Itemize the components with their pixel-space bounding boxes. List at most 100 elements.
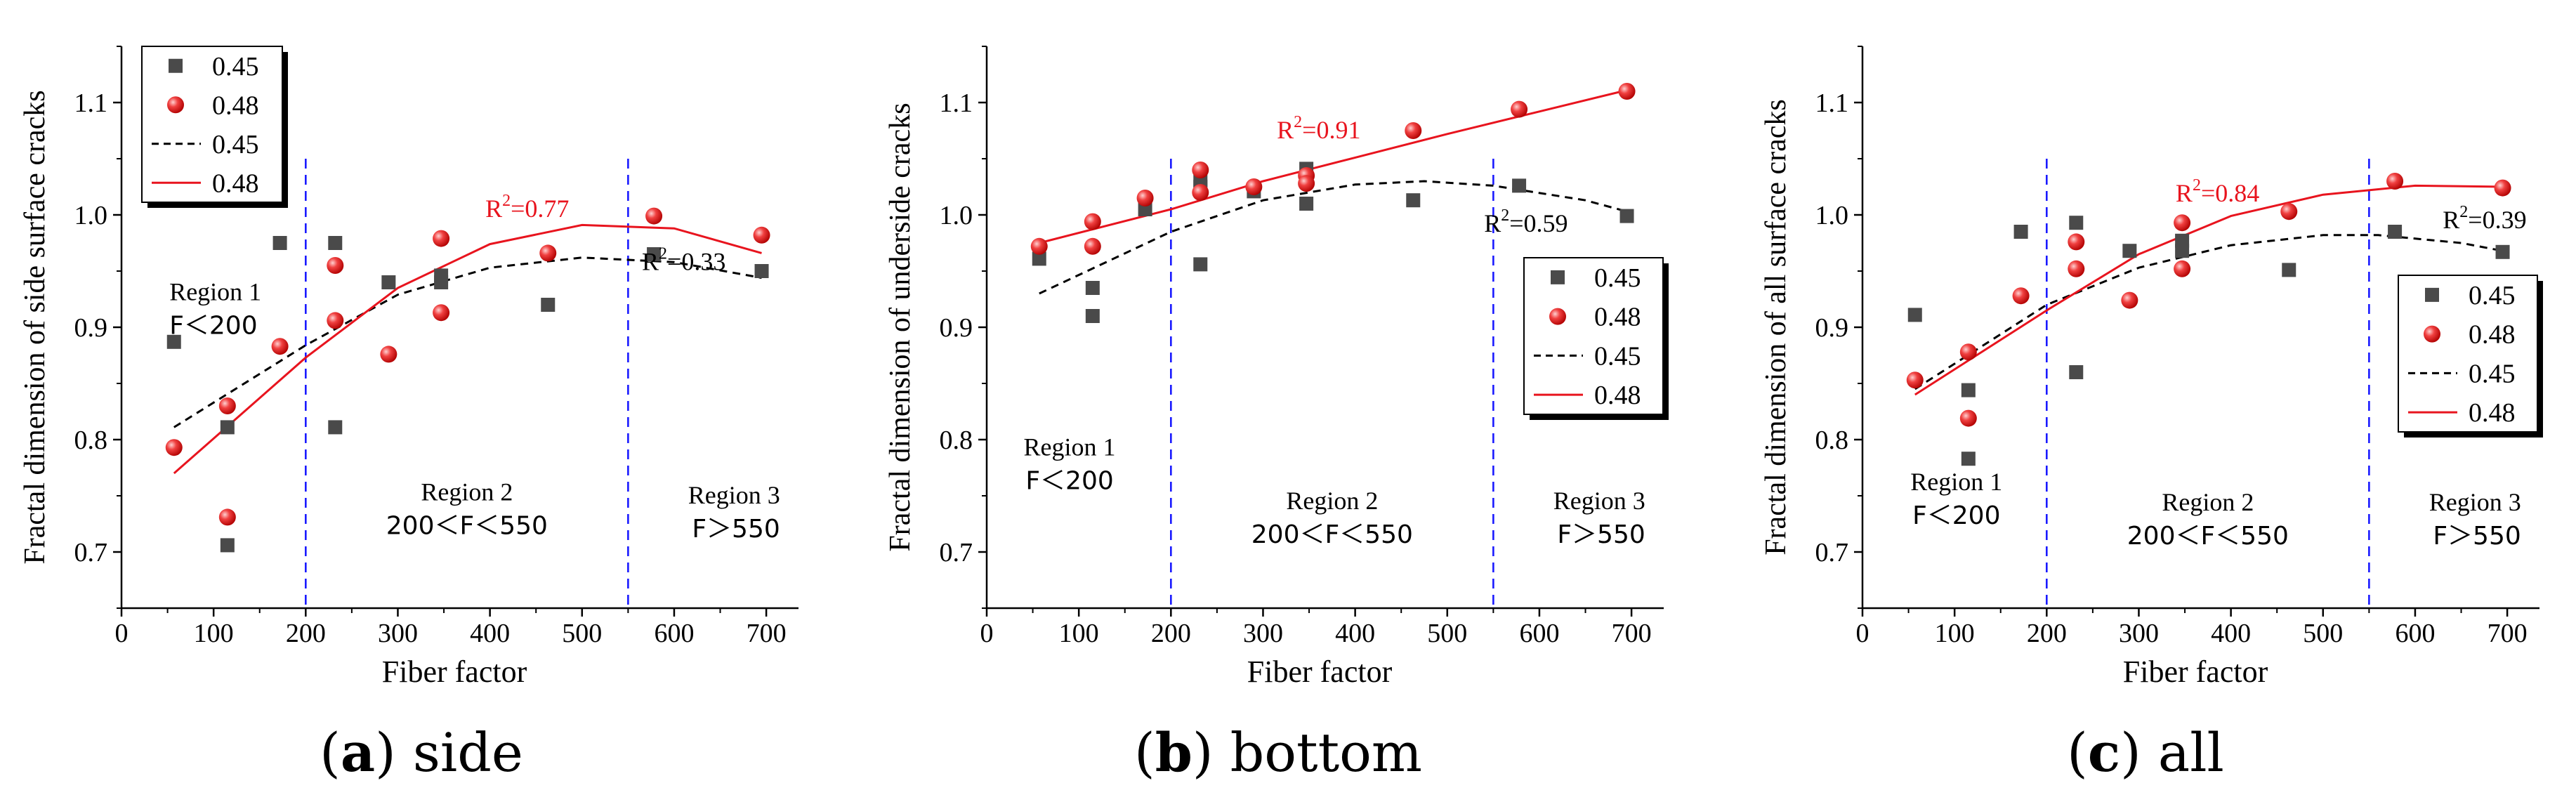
- y-tick-label: 1.0: [74, 201, 108, 230]
- region-condition: 200＜F＜550: [1251, 520, 1413, 549]
- scatter-point-048: [1298, 175, 1315, 192]
- scatter-point-045: [2282, 263, 2296, 277]
- scatter-point-045: [2069, 216, 2084, 230]
- scatter-point-045: [220, 420, 235, 435]
- y-tick-label: 1.0: [1815, 201, 1849, 230]
- x-tick-label: 700: [747, 619, 787, 648]
- scatter-point-045: [754, 264, 769, 278]
- legend-label: 0.48: [2469, 320, 2516, 350]
- x-tick-label: 400: [470, 619, 510, 648]
- x-tick-label: 500: [562, 619, 602, 648]
- region-condition: F＜200: [1025, 466, 1113, 495]
- fit-curve-048: [1039, 88, 1627, 244]
- scatter-point-045: [1961, 383, 1976, 397]
- x-tick-label: 500: [1427, 619, 1467, 648]
- x-tick-label: 100: [1935, 619, 1975, 648]
- scatter-point-048: [271, 338, 289, 355]
- x-tick-label: 200: [1151, 619, 1191, 648]
- x-tick-label: 100: [1059, 619, 1099, 648]
- scatter-point-048: [380, 346, 397, 363]
- region-title: Region 2: [2162, 488, 2254, 516]
- y-axis-label: Fractal dimension of underside cracks: [884, 103, 916, 551]
- x-tick-label: 200: [286, 619, 326, 648]
- scatter-point-048: [539, 244, 557, 262]
- y-tick-label: 0.9: [74, 313, 108, 343]
- x-tick-label: 300: [378, 619, 418, 648]
- scatter-point-045: [1907, 308, 1922, 322]
- legend: 0.45 0.48 0.45 0.48: [2398, 275, 2543, 438]
- scatter-point-045: [1138, 202, 1152, 216]
- region-condition: 200＜F＜550: [386, 511, 548, 540]
- x-tick-label: 400: [2211, 619, 2251, 648]
- scatter-point-048: [2068, 260, 2085, 277]
- panel-caption: (a) side: [320, 721, 523, 784]
- r-squared-label: R2=0.39: [2443, 203, 2526, 234]
- x-tick-label: 100: [194, 619, 234, 648]
- scatter-point-045: [328, 236, 343, 250]
- legend-label: 0.45: [1594, 263, 1641, 293]
- y-axis-label: Fractal dimension of all surface cracks: [1760, 99, 1792, 555]
- x-tick-label: 600: [2395, 619, 2435, 648]
- legend-label: 0.48: [212, 169, 259, 198]
- legend-label: 0.45: [212, 52, 259, 81]
- scatter-point-045: [2495, 244, 2510, 259]
- chart-panel-c: 0 100 200 300 400 500 600 700 0.7 0.8 0.9 1.0 1.1 Fib…: [1760, 46, 2543, 784]
- region-title: Region 3: [1553, 487, 1645, 515]
- region-condition: F＞550: [1557, 520, 1645, 549]
- fit-curve-045: [173, 256, 762, 428]
- scatter-point-048: [1959, 409, 1977, 427]
- legend-label: 0.45: [2469, 359, 2516, 388]
- scatter-point-045: [1085, 309, 1100, 323]
- scatter-point-045: [2175, 244, 2190, 258]
- scatter-point-045: [1032, 251, 1046, 266]
- panel-caption: (b) bottom: [1134, 721, 1422, 784]
- scatter-point-048: [2494, 179, 2511, 197]
- scatter-point-045: [381, 275, 396, 289]
- legend-label: 0.48: [212, 91, 259, 120]
- scatter-point-048: [1511, 100, 1528, 118]
- scatter-point-048: [753, 226, 770, 244]
- y-tick-label: 0.9: [1815, 313, 1849, 343]
- legend-marker-sphere: [2424, 325, 2440, 343]
- scatter-point-045: [328, 420, 343, 435]
- legend-box: [141, 46, 283, 203]
- y-tick-label: 0.7: [1815, 538, 1849, 567]
- scatter-point-045: [272, 236, 287, 250]
- scatter-point-048: [2174, 214, 2191, 232]
- x-axis-label: Fiber factor: [1247, 655, 1393, 689]
- x-axis-label: Fiber factor: [382, 655, 527, 689]
- scatter-point-045: [2013, 225, 2028, 239]
- scatter-point-048: [1959, 343, 1977, 361]
- r-squared-label: R2=0.84: [2176, 176, 2259, 207]
- legend-box: [2398, 275, 2538, 433]
- scatter-point-045: [647, 247, 662, 261]
- x-tick-label: 500: [2303, 619, 2343, 648]
- scatter-point-045: [166, 334, 181, 349]
- scatter-point-045: [220, 538, 235, 553]
- y-axis-label: Fractal dimension of side surface cracks: [19, 90, 51, 564]
- scatter-point-048: [1136, 190, 1154, 206]
- scatter-point-048: [1030, 237, 1048, 255]
- scatter-point-048: [1192, 162, 1209, 178]
- x-tick-label: 0: [115, 619, 129, 648]
- r-squared-label: R2=0.59: [1484, 206, 1568, 237]
- scatter-point-048: [1906, 371, 1924, 389]
- scatter-point-048: [218, 397, 236, 414]
- scatter-point-048: [2068, 233, 2085, 251]
- region-condition: 200＜F＜550: [2127, 522, 2289, 551]
- region-title: Region 2: [1286, 487, 1378, 515]
- scatter-point-048: [2386, 173, 2404, 190]
- y-tick-label: 0.7: [74, 538, 108, 567]
- scatter-point-045: [1619, 209, 1634, 223]
- r-squared-label: R2=0.33: [642, 244, 725, 275]
- x-tick-label: 400: [1335, 619, 1375, 648]
- fit-curve-048: [1914, 184, 2503, 396]
- scatter-point-045: [541, 298, 556, 312]
- scatter-point-045: [1085, 281, 1100, 295]
- legend-label: 0.48: [1594, 303, 1641, 332]
- y-tick-label: 0.9: [940, 313, 973, 343]
- fit-curve-045: [1039, 180, 1627, 295]
- y-tick-label: 1.1: [74, 88, 108, 118]
- scatter-point-048: [2012, 287, 2030, 305]
